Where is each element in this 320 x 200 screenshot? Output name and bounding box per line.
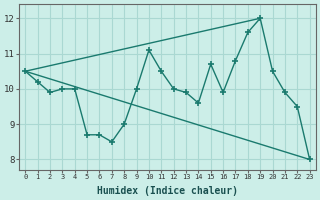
X-axis label: Humidex (Indice chaleur): Humidex (Indice chaleur) bbox=[97, 186, 238, 196]
